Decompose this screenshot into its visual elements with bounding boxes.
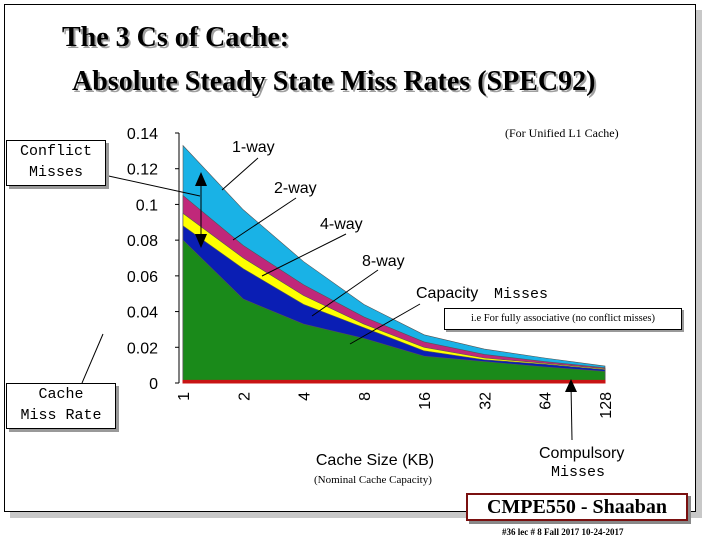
x-tick-label: 1 — [176, 392, 193, 401]
lecture-footer: #36 lec # 8 Fall 2017 10-24-2017 — [502, 527, 624, 537]
label-capacity: Capacity — [416, 285, 478, 302]
conflict-arrowhead-down — [195, 234, 207, 248]
y-tick-label: 0.04 — [127, 305, 158, 322]
conflict-leader — [103, 174, 201, 197]
y-tick-label: 0.06 — [127, 269, 158, 286]
y-tick-label: 0 — [149, 376, 158, 393]
label-capacity-misses: Misses — [494, 286, 548, 303]
x-tick-label: 32 — [477, 392, 494, 410]
x-tick-label: 16 — [417, 392, 434, 410]
conflict-arrowhead-up — [195, 172, 207, 186]
slide-subtitle: Absolute Steady State Miss Rates (SPEC92… — [72, 66, 596, 97]
conflict-misses-box: Conflict Misses — [6, 140, 106, 186]
y-tick-label: 0.14 — [127, 126, 158, 143]
cache-label-1: Cache — [38, 386, 84, 403]
x-tick-label: 4 — [297, 392, 314, 401]
label-1-way: 1-way — [232, 139, 275, 156]
label-compulsory-misses: Misses — [551, 464, 605, 481]
x-tick-label: 64 — [538, 392, 555, 410]
cache-label-2: Miss Rate — [20, 407, 102, 424]
nominal-note: (Nominal Cache Capacity) — [314, 474, 432, 486]
cache-miss-rate-box: Cache Miss Rate — [6, 383, 116, 429]
course-footer: CMPE550 - Shaaban — [466, 493, 688, 521]
fully-associative-note: i.e For fully associative (no conflict m… — [444, 308, 682, 330]
unified-note: (For Unified L1 Cache) — [505, 126, 619, 140]
slide-title: The 3 Cs of Cache: — [62, 22, 290, 53]
pointer-8-way — [311, 269, 379, 317]
label-compulsory: Compulsory — [539, 445, 624, 462]
y-tick-label: 0.02 — [127, 340, 158, 357]
pointer-2-way — [232, 197, 297, 241]
chart-axes — [175, 132, 180, 384]
y-tick-label: 0.1 — [136, 197, 158, 214]
x-tick-label: 8 — [357, 392, 374, 401]
chart-annotations: 1-way 2-way 4-way 8-way Capacity Misses Compul… — [81, 139, 624, 481]
x-axis-label: Cache Size (KB) — [316, 452, 434, 469]
label-8-way: 8-way — [362, 253, 405, 270]
slide-frame — [4, 4, 696, 512]
x-tick-label: 2 — [236, 392, 253, 401]
pointer-compulsory — [570, 384, 573, 441]
pointer-capacity — [349, 303, 421, 345]
chart-ticks: 0.14 0.12 0.1 0.08 0.06 0.04 0.02 0 1 2 4 8 16 32 64 12… — [127, 126, 615, 469]
fully-associative-text: i.e For fully associative (no conflict m… — [470, 313, 655, 324]
compulsory-arrowhead — [565, 379, 577, 392]
conflict-label-2: Misses — [28, 164, 83, 181]
label-2-way: 2-way — [274, 180, 317, 197]
y-tick-label: 0.08 — [127, 233, 158, 250]
area-capacity — [182, 239, 606, 384]
label-4-way: 4-way — [320, 216, 363, 233]
area-compulsory — [182, 379, 606, 384]
pointer-1-way — [221, 157, 259, 191]
y-tick-label: 0.12 — [127, 162, 158, 179]
cache-leader — [81, 333, 104, 384]
conflict-label-1: Conflict — [19, 143, 92, 160]
pointer-4-way — [261, 233, 347, 277]
x-tick-label: 128 — [598, 392, 615, 419]
